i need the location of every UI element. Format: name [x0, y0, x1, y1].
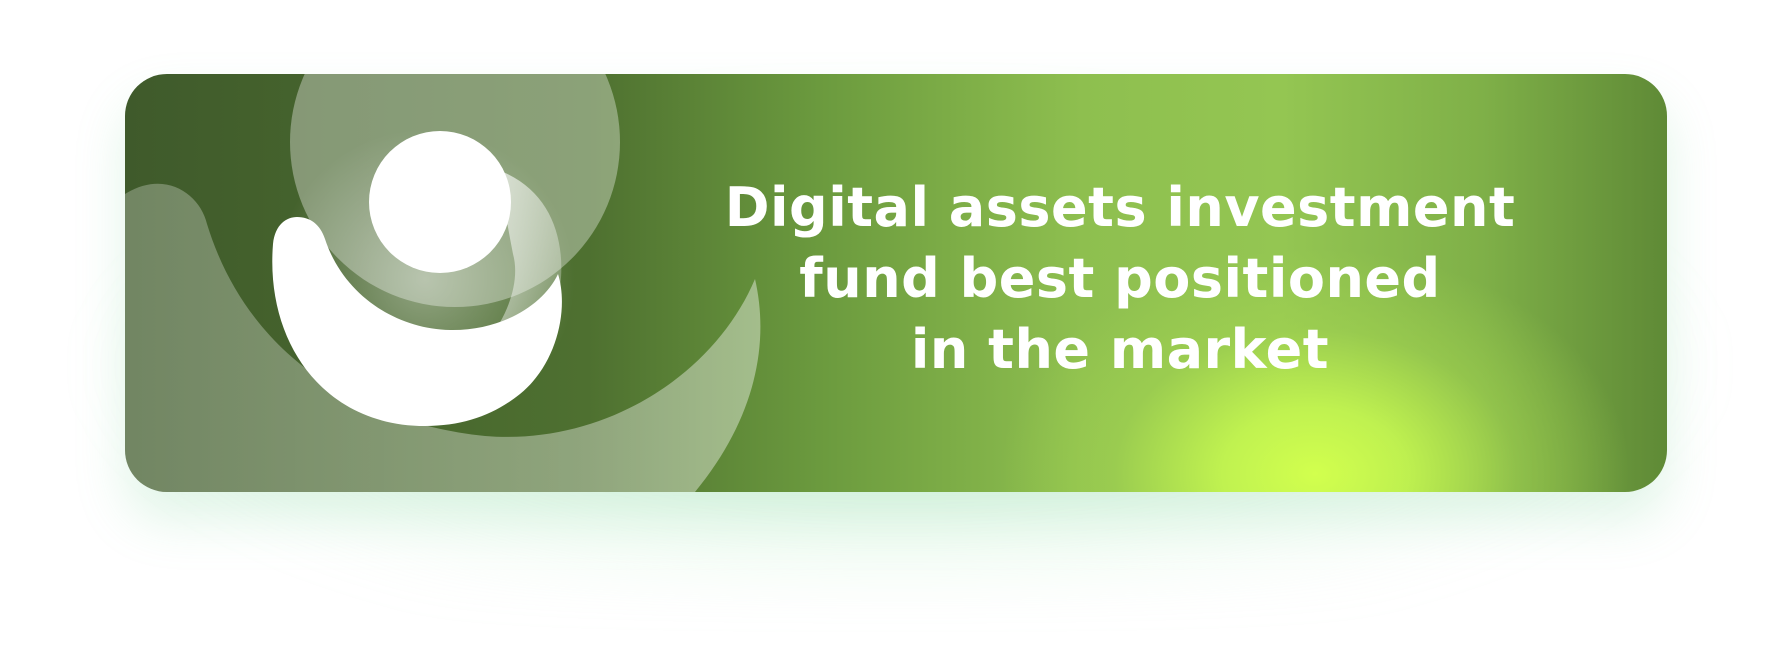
- headline-line-1: Digital assets investment: [724, 176, 1516, 239]
- promo-banner: Digital assets investment fund best posi…: [125, 74, 1667, 492]
- headline-line-3: in the market: [910, 318, 1330, 381]
- abstract-swirl-logo-icon: [125, 74, 761, 492]
- headline-line-2: fund best positioned: [799, 247, 1441, 310]
- banner-headline: Digital assets investment fund best posi…: [685, 172, 1555, 385]
